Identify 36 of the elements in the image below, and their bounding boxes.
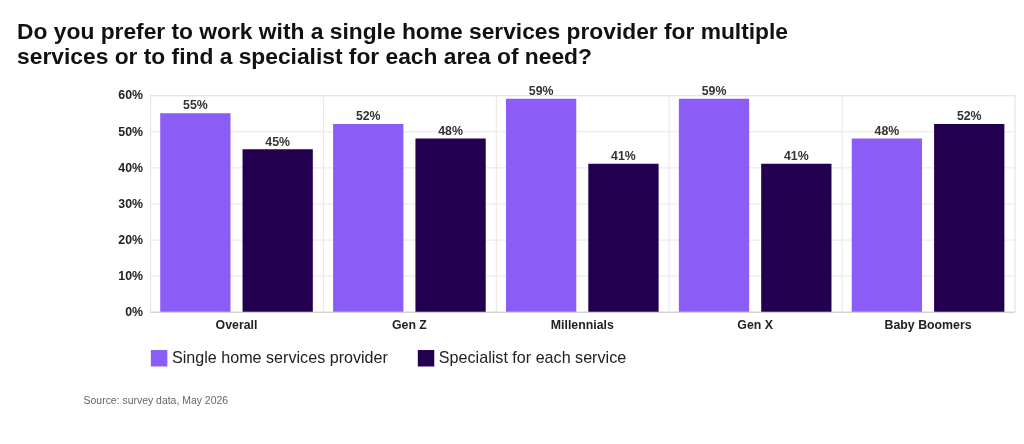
bar <box>678 98 750 312</box>
legend-label: Specialist for each service <box>438 348 627 367</box>
text: 41% <box>784 149 809 163</box>
text: 48% <box>874 123 900 138</box>
text: 48% <box>438 123 463 138</box>
source-note: Source: survey data, May 2026 <box>83 394 229 406</box>
x-tick-label: Gen X <box>737 318 774 333</box>
text: 52% <box>355 109 381 124</box>
bar <box>761 163 832 312</box>
bar <box>160 113 231 312</box>
y-tick-label: 0% <box>125 305 143 320</box>
y-tick-label: 50% <box>118 124 143 139</box>
text: 59% <box>701 84 727 99</box>
text: 41% <box>611 149 636 163</box>
x-tick-label: Millennials <box>550 318 614 333</box>
bar <box>588 163 659 312</box>
text: 52% <box>956 109 982 124</box>
y-tick-label: 30% <box>118 196 143 211</box>
text: Do you prefer to work with a single home services provider for multiple <box>17 17 789 44</box>
y-tick-label: 40% <box>118 160 143 175</box>
bar <box>415 138 486 312</box>
y-tick-label: 20% <box>118 232 143 247</box>
bar <box>505 98 577 312</box>
x-tick-label: Baby Boomers <box>884 318 972 333</box>
text: 59% <box>528 84 554 99</box>
y-tick-label: 10% <box>118 268 143 283</box>
x-tick-label: Overall <box>215 318 258 333</box>
x-tick-label: Gen Z <box>391 318 428 333</box>
bar <box>242 149 313 312</box>
y-tick-label: 60% <box>118 88 143 103</box>
text: 55% <box>183 98 208 113</box>
text: 45% <box>265 134 291 149</box>
legend-label: Single home services provider <box>171 348 389 367</box>
bar <box>851 138 923 312</box>
bar <box>333 124 404 312</box>
bar <box>934 124 1005 312</box>
